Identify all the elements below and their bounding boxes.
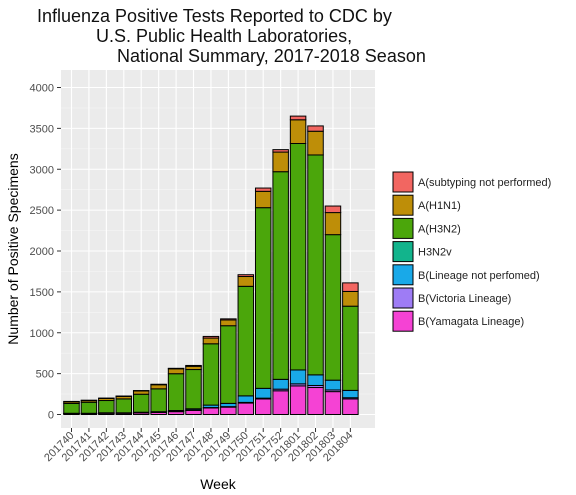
y-tick-label: 4000 — [30, 83, 54, 95]
y-tick-label: 2500 — [30, 205, 54, 217]
bar-segment-a-h1n1-201803 — [324, 212, 342, 236]
bars-layer — [63, 115, 359, 416]
bar-segment-a-h1n1-201751 — [254, 190, 272, 209]
bar-segment-a-subtyping-not-performed-201747 — [185, 364, 202, 367]
y-tick-label: 3000 — [30, 164, 54, 176]
bar-segment-b-lineage-not-perfomed-201751 — [254, 387, 272, 399]
bar-segment-a-subtyping-not-performed-201804 — [342, 282, 359, 292]
bar-segment-a-subtyping-not-performed-201803 — [324, 205, 342, 214]
bar-segment-b-lineage-not-perfomed-201801 — [289, 369, 307, 385]
bar-segment-a-h3n2-201804 — [342, 305, 359, 391]
bar-segment-a-h1n1-201801 — [289, 119, 307, 144]
legend-label-a-h1n1: A(H1N1) — [418, 200, 461, 212]
bar-segment-a-subtyping-not-performed-201751 — [254, 187, 272, 192]
y-tick-label: 500 — [36, 369, 54, 381]
y-axis: 0 500 1000 1500 2000 2500 3000 3500 4000 — [30, 83, 61, 422]
bar-segment-a-h3n2-201740 — [63, 402, 80, 414]
legend-key-h3n2v — [392, 241, 414, 263]
bar-segment-b-yamagata-lineage-201802 — [307, 387, 324, 415]
bar-segment-b-yamagata-lineage-201750 — [237, 402, 255, 415]
bar-segment-a-subtyping-not-performed-201748 — [202, 335, 220, 339]
chart-title-line-2: U.S. Public Health Laboratories, — [96, 26, 353, 46]
legend-label-a-h3n2: A(H3N2) — [418, 223, 461, 235]
bar-segment-a-subtyping-not-performed-201749 — [220, 318, 237, 321]
bar-segment-b-lineage-not-perfomed-201752 — [272, 378, 289, 390]
legend-key-a-h1n1 — [392, 194, 414, 216]
legend-label-b-yamagata-lineage: B(Yamagata Lineage) — [418, 316, 524, 328]
bar-segment-b-yamagata-lineage-201751 — [254, 398, 272, 416]
chart-title-line-1: Influenza Positive Tests Reported to CDC… — [37, 6, 392, 26]
legend-label-b-victoria-lineage: B(Victoria Lineage) — [418, 293, 511, 305]
bar-segment-a-h3n2-201750 — [237, 285, 255, 397]
bar-segment-a-h1n1-201748 — [202, 337, 220, 345]
bar-segment-b-yamagata-lineage-201803 — [324, 391, 342, 415]
bar-segment-b-lineage-not-perfomed-201804 — [342, 389, 359, 399]
bar-segment-a-h3n2-201741 — [80, 401, 98, 414]
bar-segment-a-h1n1-201752 — [272, 151, 289, 173]
bar-segment-b-yamagata-lineage-201747 — [185, 409, 202, 416]
bar-segment-a-h3n2-201802 — [307, 154, 324, 376]
legend-key-b-yamagata-lineage — [392, 310, 414, 332]
bar-segment-a-subtyping-not-performed-201752 — [272, 149, 289, 153]
y-tick-label: 1000 — [30, 328, 54, 340]
chart-title-line-3: National Summary, 2017-2018 Season — [117, 46, 426, 66]
bar-segment-a-h1n1-201746 — [167, 368, 185, 375]
bar-segment-a-h3n2-201746 — [167, 373, 185, 411]
legend-key-a-subtyping-not-performed — [392, 171, 414, 193]
bar-segment-b-yamagata-lineage-201748 — [202, 407, 220, 415]
legend-key-b-victoria-lineage — [392, 287, 414, 309]
y-tick-label: 3500 — [30, 123, 54, 135]
x-axis-title: Week — [200, 476, 237, 492]
bar-segment-a-h1n1-201804 — [342, 290, 359, 307]
legend: A(subtyping not performed) A(H1N1) A(H3N2)… — [392, 171, 551, 332]
legend-label-h3n2v: H3N2v — [418, 247, 452, 259]
legend-label-a-subtyping-not-performed: A(subtyping not performed) — [418, 177, 551, 189]
bar-segment-b-yamagata-lineage-201752 — [272, 390, 289, 416]
x-axis: 2017402017412017422017432017442017452017… — [42, 428, 356, 464]
bar-segment-a-subtyping-not-performed-201802 — [307, 125, 324, 132]
bar-segment-b-lineage-not-perfomed-201803 — [324, 379, 342, 391]
bar-segment-a-subtyping-not-performed-201801 — [289, 115, 307, 121]
y-tick-label: 2000 — [30, 246, 54, 258]
y-tick-label: 1500 — [30, 287, 54, 299]
bar-segment-b-lineage-not-perfomed-201750 — [237, 395, 255, 403]
bar-segment-a-h3n2-201745 — [150, 388, 167, 413]
y-axis-title: Number of Positive Specimens — [5, 153, 21, 344]
bar-segment-a-h3n2-201752 — [272, 171, 289, 380]
bar-segment-b-yamagata-lineage-201749 — [220, 406, 237, 416]
bar-segment-a-subtyping-not-performed-201750 — [237, 274, 255, 278]
bar-segment-a-h3n2-201744 — [132, 393, 150, 413]
legend-key-a-h3n2 — [392, 217, 414, 239]
bar-segment-a-h3n2-201743 — [115, 398, 133, 414]
bar-segment-b-lineage-not-perfomed-201802 — [307, 374, 324, 386]
legend-key-b-lineage-not-perfomed — [392, 264, 414, 286]
bar-segment-a-h3n2-201747 — [185, 369, 202, 410]
legend-label-b-lineage-not-perfomed: B(Lineage not perfomed) — [418, 270, 540, 282]
bar-segment-a-h3n2-201751 — [254, 207, 272, 389]
bar-segment-a-h3n2-201801 — [289, 143, 307, 371]
bar-segment-a-h1n1-201802 — [307, 130, 324, 156]
bar-segment-a-h1n1-201750 — [237, 276, 255, 287]
bar-segment-a-h3n2-201748 — [202, 343, 220, 406]
bar-segment-a-h3n2-201749 — [220, 325, 237, 404]
bar-segment-a-h3n2-201803 — [324, 234, 342, 381]
bar-segment-a-h3n2-201742 — [98, 400, 115, 414]
bar-segment-b-yamagata-lineage-201804 — [342, 398, 359, 416]
bar-segment-a-h1n1-201745 — [150, 384, 167, 390]
bar-segment-b-yamagata-lineage-201801 — [289, 385, 307, 416]
y-tick-label: 0 — [48, 410, 54, 422]
bar-segment-a-h1n1-201749 — [220, 319, 237, 327]
